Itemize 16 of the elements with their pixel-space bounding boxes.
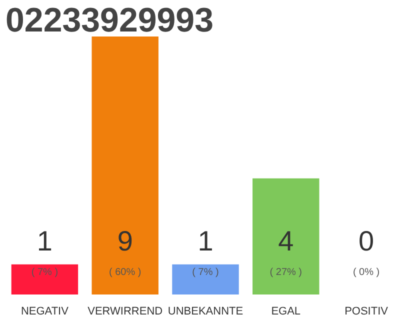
annotation: 0 xyxy=(358,226,374,257)
chart-title: 02233929993 xyxy=(6,2,214,40)
data-label: ( 7% ) xyxy=(192,267,219,278)
x-tick-label: NEGATIV xyxy=(20,306,70,318)
annotation: 1 xyxy=(36,226,53,257)
annotation: 9 xyxy=(117,226,133,257)
x-tick-label: POSITIV xyxy=(344,306,389,318)
x-tick-label: EGAL xyxy=(271,306,301,318)
data-label: ( 0% ) xyxy=(352,267,380,278)
annotation: 1 xyxy=(198,226,214,257)
data-label: ( 27% ) xyxy=(270,267,302,278)
x-tick-label: UNBEKANNTE xyxy=(168,306,244,318)
annotation: 4 xyxy=(278,226,294,257)
data-label: ( 7% ) xyxy=(31,267,58,278)
data-label: ( 60% ) xyxy=(108,267,142,278)
x-tick-label: VERWIRREND xyxy=(88,306,163,318)
